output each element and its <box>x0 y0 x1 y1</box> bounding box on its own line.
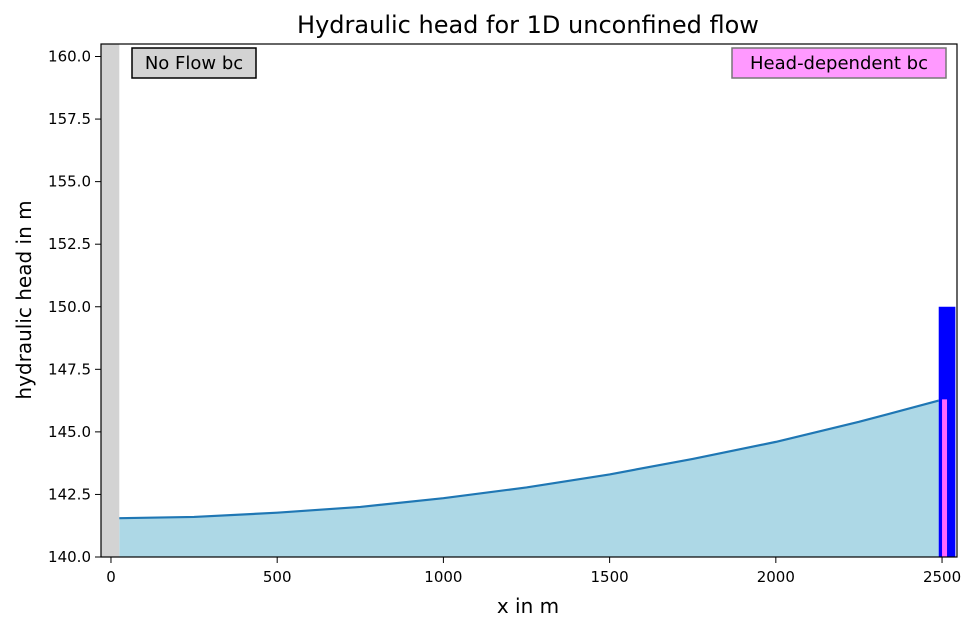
y-tick-label: 155.0 <box>48 173 91 191</box>
head-dependent-annotation-text: Head-dependent bc <box>750 53 928 74</box>
riverbed-bar <box>942 399 948 557</box>
head-dependent-annotation: Head-dependent bc <box>731 47 947 79</box>
x-tick-label: 2500 <box>923 568 961 586</box>
head-line <box>119 399 939 520</box>
x-tick-label: 500 <box>263 568 292 586</box>
x-axis: 0 500 1000 1500 2000 2500 <box>106 557 961 586</box>
no-flow-wall-bar <box>101 44 120 557</box>
plot-frame <box>100 43 958 558</box>
y-tick-label: 147.5 <box>48 360 91 378</box>
y-tick-label: 157.5 <box>48 110 91 128</box>
no-flow-annotation-text: No Flow bc <box>145 53 243 74</box>
y-tick-label: 160.0 <box>48 48 91 66</box>
y-tick-label: 140.0 <box>48 548 91 566</box>
y-tick-label: 145.0 <box>48 423 91 441</box>
x-tick-label: 2000 <box>757 568 795 586</box>
y-axis-label: hydraulic head in m <box>12 200 36 399</box>
plot-area <box>101 44 956 557</box>
x-tick-label: 1000 <box>424 568 462 586</box>
y-tick-label: 142.5 <box>48 485 91 503</box>
head-dependent-annotation-box <box>731 47 947 79</box>
no-flow-annotation: No Flow bc <box>131 47 257 79</box>
x-tick-label: 0 <box>106 568 116 586</box>
y-tick-label: 150.0 <box>48 298 91 316</box>
x-tick-label: 1500 <box>591 568 629 586</box>
head-area-fill <box>119 400 939 557</box>
y-axis: 140.0 142.5 145.0 147.5 150.0 152.5 155.0 157.5… <box>48 48 101 566</box>
x-axis-label: x in m <box>497 594 559 618</box>
no-flow-annotation-box <box>131 47 257 79</box>
y-tick-label: 152.5 <box>48 235 91 253</box>
chart-title: Hydraulic head for 1D unconfined flow <box>297 11 759 39</box>
